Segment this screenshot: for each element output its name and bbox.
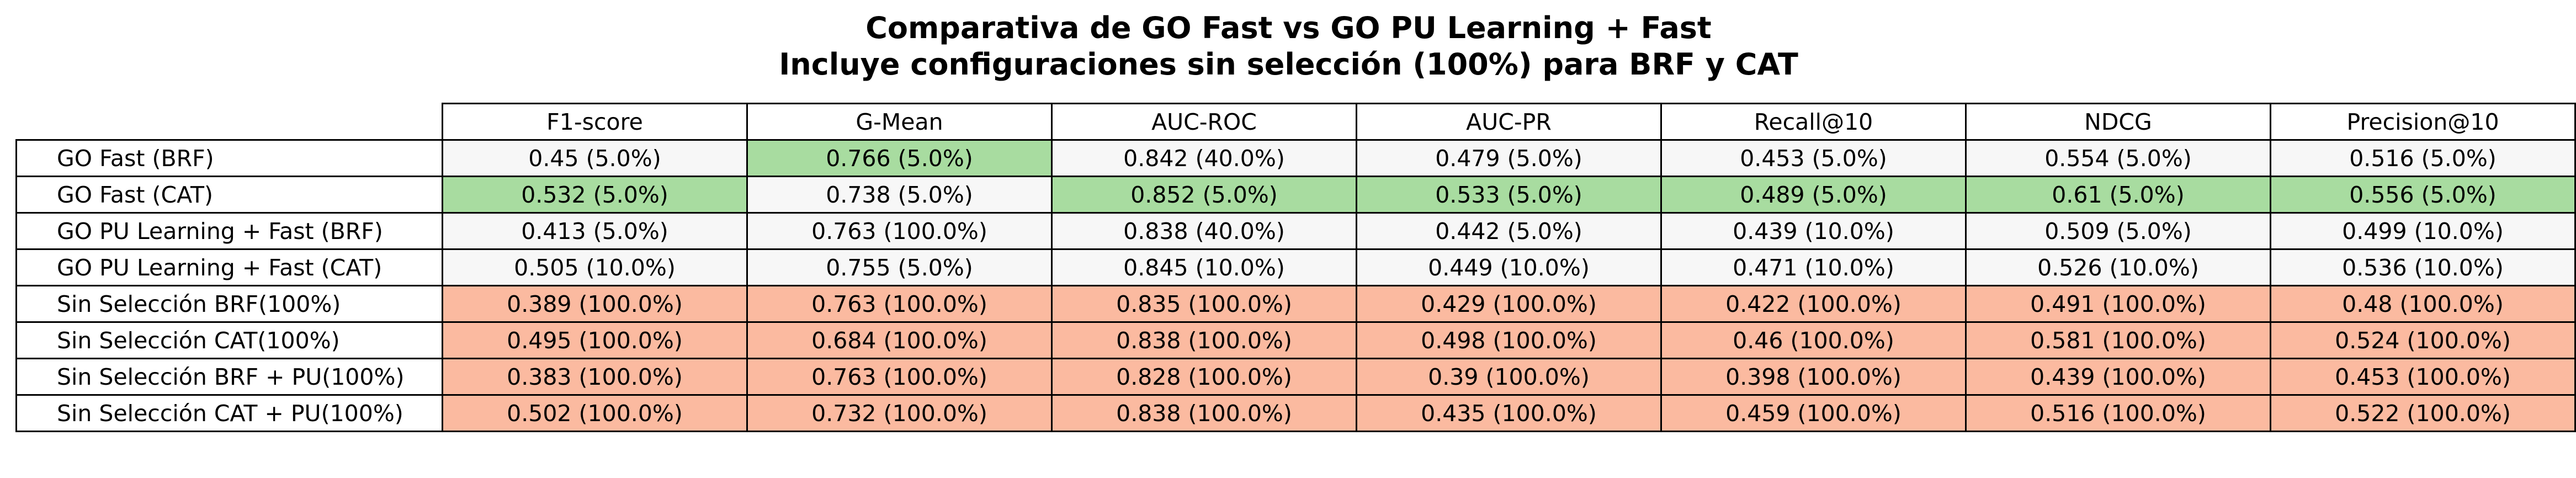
row-label: Sin Selección CAT + PU(100%) xyxy=(15,394,443,432)
table-cell: 0.449 (10.0%) xyxy=(1356,248,1662,286)
table-cell-baseline: 0.828 (100.0%) xyxy=(1051,358,1357,396)
table-row: Sin Selección BRF(100%) 0.389 (100.0%) 0.7… xyxy=(15,285,2576,323)
row-label: GO Fast (CAT) xyxy=(15,176,443,214)
table-cell-best: 0.61 (5.0%) xyxy=(1965,176,2271,214)
row-label: GO Fast (BRF) xyxy=(15,139,443,177)
table-cell: 0.505 (10.0%) xyxy=(442,248,748,286)
table-cell: 0.439 (10.0%) xyxy=(1660,212,1967,250)
table-cell-baseline: 0.838 (100.0%) xyxy=(1051,321,1357,359)
table-cell-baseline: 0.398 (100.0%) xyxy=(1660,358,1967,396)
table-cell-best: 0.556 (5.0%) xyxy=(2270,176,2576,214)
row-label: GO PU Learning + Fast (BRF) xyxy=(15,212,443,250)
table-cell-baseline: 0.581 (100.0%) xyxy=(1965,321,2271,359)
table-cell-baseline: 0.435 (100.0%) xyxy=(1356,394,1662,432)
table-cell-baseline: 0.46 (100.0%) xyxy=(1660,321,1967,359)
table-cell-baseline: 0.383 (100.0%) xyxy=(442,358,748,396)
header-corner xyxy=(16,103,443,141)
table-cell-best: 0.489 (5.0%) xyxy=(1660,176,1967,214)
row-label: Sin Selección CAT(100%) xyxy=(15,321,443,359)
table-cell: 0.526 (10.0%) xyxy=(1965,248,2271,286)
table-cell: 0.755 (5.0%) xyxy=(746,248,1053,286)
table-cell-baseline: 0.459 (100.0%) xyxy=(1660,394,1967,432)
table-row: Sin Selección CAT + PU(100%) 0.502 (100.0… xyxy=(15,394,2576,432)
column-header: Recall@10 xyxy=(1660,103,1967,141)
table-cell: 0.45 (5.0%) xyxy=(442,139,748,177)
table-cell: 0.536 (10.0%) xyxy=(2270,248,2576,286)
table-cell: 0.413 (5.0%) xyxy=(442,212,748,250)
table-cell: 0.479 (5.0%) xyxy=(1356,139,1662,177)
table-row: Sin Selección BRF + PU(100%) 0.383 (100.0… xyxy=(15,358,2576,396)
table-cell: 0.516 (5.0%) xyxy=(2270,139,2576,177)
table-cell-best: 0.532 (5.0%) xyxy=(442,176,748,214)
table-row: Sin Selección CAT(100%) 0.495 (100.0%) 0.6… xyxy=(15,321,2576,359)
table-cell: 0.763 (100.0%) xyxy=(746,212,1053,250)
chart-subtitle: Incluye configuraciones sin selección (1… xyxy=(779,47,1798,82)
table-cell-baseline: 0.495 (100.0%) xyxy=(442,321,748,359)
table-cell-baseline: 0.524 (100.0%) xyxy=(2270,321,2576,359)
column-header: AUC-PR xyxy=(1356,103,1662,141)
chart-title-block: Comparativa de GO Fast vs GO PU Learning… xyxy=(0,10,2576,83)
table-cell: 0.509 (5.0%) xyxy=(1965,212,2271,250)
header-row: F1-score G-Mean AUC-ROC AUC-PR Recall@10 NDCG… xyxy=(16,103,2576,141)
table-cell-baseline: 0.39 (100.0%) xyxy=(1356,358,1662,396)
table-cell-baseline: 0.684 (100.0%) xyxy=(746,321,1053,359)
table-cell: 0.453 (5.0%) xyxy=(1660,139,1967,177)
column-header: F1-score xyxy=(442,103,748,141)
table-cell: 0.554 (5.0%) xyxy=(1965,139,2271,177)
table-cell-baseline: 0.439 (100.0%) xyxy=(1965,358,2271,396)
results-table: F1-score G-Mean AUC-ROC AUC-PR Recall@10 NDCG… xyxy=(15,103,2576,432)
table-cell-baseline: 0.48 (100.0%) xyxy=(2270,285,2576,323)
table-row: GO PU Learning + Fast (CAT) 0.505 (10.0%)… xyxy=(15,248,2576,286)
table-cell-baseline: 0.763 (100.0%) xyxy=(746,358,1053,396)
column-header: NDCG xyxy=(1965,103,2271,141)
table-cell: 0.845 (10.0%) xyxy=(1051,248,1357,286)
table-cell-baseline: 0.835 (100.0%) xyxy=(1051,285,1357,323)
table-cell-best: 0.852 (5.0%) xyxy=(1051,176,1357,214)
row-label: Sin Selección BRF + PU(100%) xyxy=(15,358,443,396)
table-cell-best: 0.533 (5.0%) xyxy=(1356,176,1662,214)
table-cell-baseline: 0.453 (100.0%) xyxy=(2270,358,2576,396)
table-cell: 0.838 (40.0%) xyxy=(1051,212,1357,250)
table-cell-baseline: 0.732 (100.0%) xyxy=(746,394,1053,432)
table-cell-baseline: 0.491 (100.0%) xyxy=(1965,285,2271,323)
table-cell-baseline: 0.502 (100.0%) xyxy=(442,394,748,432)
row-label: GO PU Learning + Fast (CAT) xyxy=(15,248,443,286)
table-cell: 0.499 (10.0%) xyxy=(2270,212,2576,250)
table-cell-baseline: 0.522 (100.0%) xyxy=(2270,394,2576,432)
column-header: Precision@10 xyxy=(2270,103,2576,141)
table-cell-baseline: 0.516 (100.0%) xyxy=(1965,394,2271,432)
table-row: GO PU Learning + Fast (BRF) 0.413 (5.0%) 0… xyxy=(15,212,2576,250)
column-header: G-Mean xyxy=(746,103,1053,141)
table-row: GO Fast (CAT) 0.532 (5.0%) 0.738 (5.0%) 0.8… xyxy=(15,176,2576,214)
table-cell-baseline: 0.838 (100.0%) xyxy=(1051,394,1357,432)
table-cell-baseline: 0.498 (100.0%) xyxy=(1356,321,1662,359)
table-cell: 0.471 (10.0%) xyxy=(1660,248,1967,286)
table-cell-baseline: 0.422 (100.0%) xyxy=(1660,285,1967,323)
table-cell: 0.738 (5.0%) xyxy=(746,176,1053,214)
column-header: AUC-ROC xyxy=(1051,103,1357,141)
table-cell-baseline: 0.429 (100.0%) xyxy=(1356,285,1662,323)
table-cell: 0.842 (40.0%) xyxy=(1051,139,1357,177)
table-row: GO Fast (BRF) 0.45 (5.0%) 0.766 (5.0%) 0.84… xyxy=(15,139,2576,177)
table-cell-baseline: 0.763 (100.0%) xyxy=(746,285,1053,323)
table-cell: 0.442 (5.0%) xyxy=(1356,212,1662,250)
chart-title: Comparativa de GO Fast vs GO PU Learning… xyxy=(865,10,1712,45)
row-label: Sin Selección BRF(100%) xyxy=(15,285,443,323)
table-cell-baseline: 0.389 (100.0%) xyxy=(442,285,748,323)
table-cell-best: 0.766 (5.0%) xyxy=(746,139,1053,177)
